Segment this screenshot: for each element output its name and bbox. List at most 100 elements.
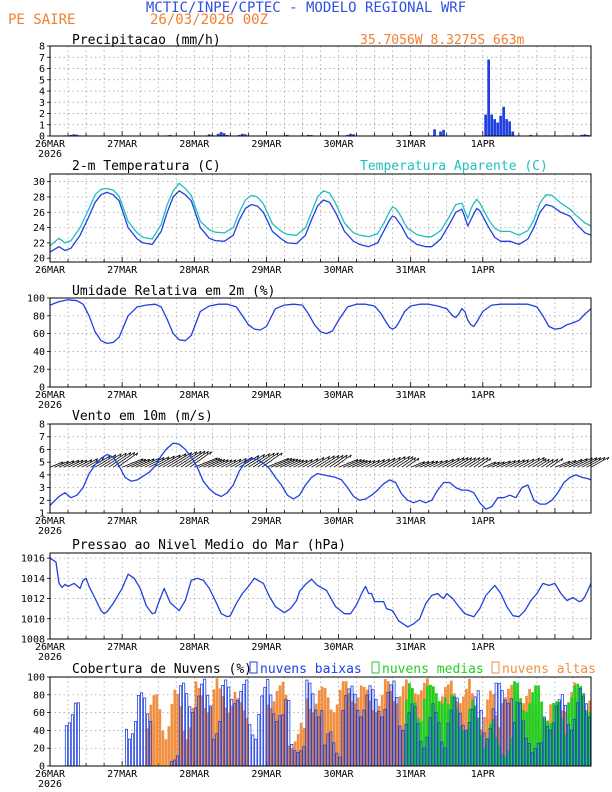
panel-5: 1008 1010 1012 1014 1016 26MAR 27MAR 28MAR 29MAR… [21,538,592,663]
x-tick-label: 31MAR [396,516,427,527]
wind-arrow [216,459,233,468]
wind-arrow [514,459,529,468]
wind-arrow-head [598,457,602,461]
wind-arrow-head [301,459,305,463]
wind-arrow [144,457,165,468]
cloud-bar [281,681,285,766]
wind-arrow [333,454,352,468]
cloud-bar [432,686,435,766]
precip-bar [499,115,503,137]
wind-arrow-head [398,456,401,460]
wind-arrow-head [372,460,376,464]
cloud-bar [70,714,74,767]
wind-arrow [72,459,88,468]
cloud-bar [317,690,321,766]
y-tick-label: 100 [27,294,45,305]
panel-6: 0 20 40 60 80 100 26MAR 27MAR 28MAR 29MAR 30MAR 31M… [27,661,596,790]
x-tick-label: 31MAR [396,390,427,401]
apparent-temperature-line [49,182,592,247]
wind-arrow [270,457,293,468]
cloud-bar [465,730,468,766]
x-tick-label: 27MAR [107,769,138,780]
y-tick-label: 8 [39,42,45,53]
cloud-bar [489,723,492,766]
cloud-bar [359,685,363,766]
cloud-bar [245,717,249,766]
cloud-bar [504,697,507,766]
cloud-bar [362,686,366,766]
wind-arrow-head [407,456,410,460]
cloud-bar [507,688,510,766]
cloud-bar [272,701,276,766]
panel-title: Pressao ao Nivel Medio do Mar (hPa) [72,538,346,553]
x-tick-label: 31MAR [396,265,427,276]
cloud-bar [212,689,216,766]
wind-arrow [532,458,547,468]
cloud-bar [197,687,201,766]
wind-arrow-head [551,459,554,463]
cloud-bar [260,695,264,767]
cloud-bar [127,738,132,767]
precip-bar [243,134,247,136]
wind-arrow-head [517,459,521,463]
cloud-bar [383,679,387,766]
precip-bar [225,134,229,136]
y-tick-label: 7 [39,53,45,64]
cloud-bar [486,738,489,766]
cloud-bar [498,745,501,766]
x-tick-label: 1APR [471,642,496,653]
cloud-bar [411,688,414,766]
y-tick-label: 1016 [21,554,45,565]
cloud-bar [350,701,354,766]
cloud-bar [257,714,261,767]
precip-bar [511,131,515,136]
wind-arrow [76,459,93,468]
precip-bar [285,134,289,136]
wind-arrow [230,457,247,468]
wind-arrow [207,459,225,468]
wind-arrow [81,458,98,468]
y-tick-label: 26 [33,208,45,219]
wind-arrow [455,457,472,468]
precip-bar [237,134,241,136]
x-tick-label: 29MAR [251,769,282,780]
wind-arrow-head [445,459,448,463]
wind-arrow-head [71,460,75,464]
wind-arrow [293,459,308,468]
wind-arrow [568,458,588,468]
cloud-bar [161,730,165,766]
y-tick-label: 80 [33,311,45,322]
precip-bar [487,59,491,136]
wind-arrow-head [295,458,299,462]
precip-bar [352,134,355,136]
wind-arrow-head [362,459,365,463]
y-tick-label: 2 [39,109,45,120]
wind-arrow [437,458,454,468]
wind-arrow [266,457,289,468]
panel-frame [49,552,592,640]
wind-arrow [338,459,359,468]
x-tick-label: 30MAR [323,516,354,527]
wind-arrow [329,454,348,468]
wind-arrow [140,457,160,468]
panel-title: Cobertura de Nuvens (%) [72,662,252,677]
cloud-bar [311,712,315,766]
cloud-bar [347,693,351,766]
cloud-bar [531,692,534,766]
wind-arrow-head [84,459,88,463]
temperature-line [49,190,592,253]
cloud-bar [471,699,474,766]
x-tick-label: 1APR [471,390,496,401]
wind-arrow-head [268,453,271,457]
wind-arrow [356,460,372,468]
wind-arrow [392,455,410,468]
wind-arrow-head [89,459,93,463]
wind-arrow-head [349,454,352,458]
cloud-bar [468,708,471,766]
wind-arrow [90,455,111,468]
cloud-bar [528,703,531,766]
wind-arrow [112,451,135,468]
wind-arrow [171,451,198,468]
wind-arrow-head [272,452,275,456]
wind-arrow [536,458,550,468]
